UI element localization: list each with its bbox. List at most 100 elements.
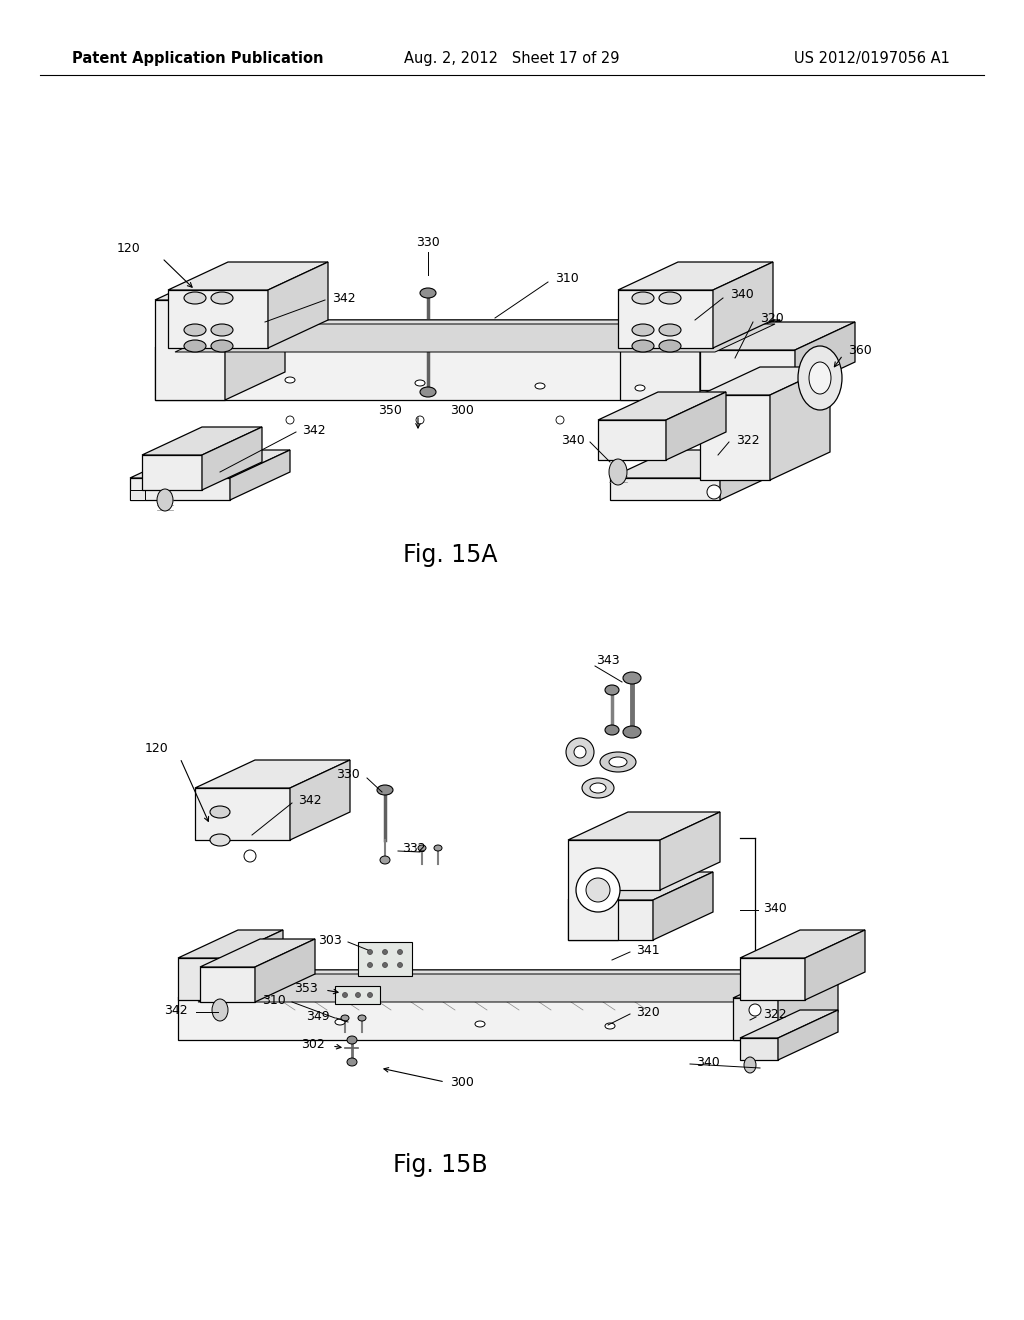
Ellipse shape: [600, 752, 636, 772]
Text: Fig. 15A: Fig. 15A: [402, 543, 498, 568]
Polygon shape: [155, 272, 285, 300]
Text: 342: 342: [332, 292, 355, 305]
Polygon shape: [142, 455, 202, 490]
Polygon shape: [733, 970, 838, 998]
Text: 360: 360: [848, 343, 871, 356]
Polygon shape: [168, 261, 328, 290]
Polygon shape: [130, 478, 230, 500]
Ellipse shape: [574, 746, 586, 758]
Polygon shape: [805, 931, 865, 1001]
Text: Aug. 2, 2012   Sheet 17 of 29: Aug. 2, 2012 Sheet 17 of 29: [404, 50, 620, 66]
Polygon shape: [740, 1038, 778, 1060]
Polygon shape: [255, 939, 315, 1002]
Text: 302: 302: [301, 1039, 325, 1052]
Polygon shape: [130, 450, 290, 478]
Polygon shape: [178, 931, 283, 958]
Polygon shape: [660, 812, 720, 890]
Ellipse shape: [434, 845, 442, 851]
Ellipse shape: [605, 725, 618, 735]
Ellipse shape: [605, 1023, 615, 1030]
Polygon shape: [713, 261, 773, 348]
Polygon shape: [610, 450, 780, 478]
Polygon shape: [195, 760, 350, 788]
Ellipse shape: [383, 949, 387, 954]
Ellipse shape: [368, 993, 373, 998]
Polygon shape: [610, 478, 720, 500]
Polygon shape: [358, 942, 412, 975]
Polygon shape: [200, 939, 315, 968]
Text: 340: 340: [730, 289, 754, 301]
Text: 303: 303: [318, 933, 342, 946]
Ellipse shape: [210, 834, 230, 846]
Text: 120: 120: [144, 742, 168, 755]
Ellipse shape: [566, 738, 594, 766]
Polygon shape: [666, 392, 726, 459]
Ellipse shape: [418, 845, 426, 851]
Ellipse shape: [380, 855, 390, 865]
Ellipse shape: [420, 288, 436, 298]
Ellipse shape: [244, 850, 256, 862]
Text: 320: 320: [760, 312, 783, 325]
Text: 342: 342: [298, 793, 322, 807]
Ellipse shape: [286, 416, 294, 424]
Polygon shape: [700, 350, 795, 389]
Polygon shape: [178, 970, 818, 998]
Polygon shape: [155, 300, 225, 400]
Polygon shape: [568, 900, 653, 940]
Ellipse shape: [355, 993, 360, 998]
Polygon shape: [778, 970, 838, 1040]
Ellipse shape: [358, 1015, 366, 1020]
Polygon shape: [778, 1010, 838, 1060]
Polygon shape: [230, 450, 290, 500]
Ellipse shape: [184, 292, 206, 304]
Polygon shape: [618, 261, 773, 290]
Polygon shape: [155, 348, 720, 400]
Polygon shape: [195, 788, 290, 840]
Ellipse shape: [377, 785, 393, 795]
Polygon shape: [720, 319, 780, 400]
Ellipse shape: [368, 949, 373, 954]
Polygon shape: [720, 450, 780, 500]
Ellipse shape: [211, 323, 233, 337]
Ellipse shape: [341, 1015, 349, 1020]
Polygon shape: [175, 319, 775, 348]
Polygon shape: [168, 290, 268, 348]
Polygon shape: [740, 958, 805, 1001]
Polygon shape: [198, 970, 818, 998]
Ellipse shape: [659, 341, 681, 352]
Polygon shape: [620, 272, 760, 300]
Text: 342: 342: [165, 1003, 188, 1016]
Text: 349: 349: [306, 1010, 330, 1023]
Ellipse shape: [415, 380, 425, 385]
Ellipse shape: [368, 962, 373, 968]
Ellipse shape: [211, 292, 233, 304]
Ellipse shape: [632, 292, 654, 304]
Polygon shape: [618, 290, 713, 348]
Ellipse shape: [605, 685, 618, 696]
Text: US 2012/0197056 A1: US 2012/0197056 A1: [795, 50, 950, 66]
Ellipse shape: [744, 1057, 756, 1073]
Polygon shape: [568, 873, 713, 900]
Polygon shape: [653, 873, 713, 940]
Polygon shape: [200, 968, 255, 1002]
Text: 330: 330: [416, 235, 440, 248]
Ellipse shape: [210, 807, 230, 818]
Polygon shape: [620, 300, 700, 400]
Ellipse shape: [635, 385, 645, 391]
Text: Fig. 15B: Fig. 15B: [392, 1152, 487, 1177]
Text: 310: 310: [555, 272, 579, 285]
Polygon shape: [598, 392, 726, 420]
Polygon shape: [733, 998, 778, 1040]
Ellipse shape: [416, 416, 424, 424]
Polygon shape: [178, 958, 223, 1001]
Ellipse shape: [347, 1059, 357, 1067]
Ellipse shape: [623, 726, 641, 738]
Polygon shape: [223, 931, 283, 1001]
Polygon shape: [198, 974, 818, 1002]
Ellipse shape: [475, 1020, 485, 1027]
Ellipse shape: [397, 962, 402, 968]
Polygon shape: [268, 261, 328, 348]
Polygon shape: [155, 319, 780, 348]
Ellipse shape: [632, 323, 654, 337]
Ellipse shape: [212, 999, 228, 1020]
